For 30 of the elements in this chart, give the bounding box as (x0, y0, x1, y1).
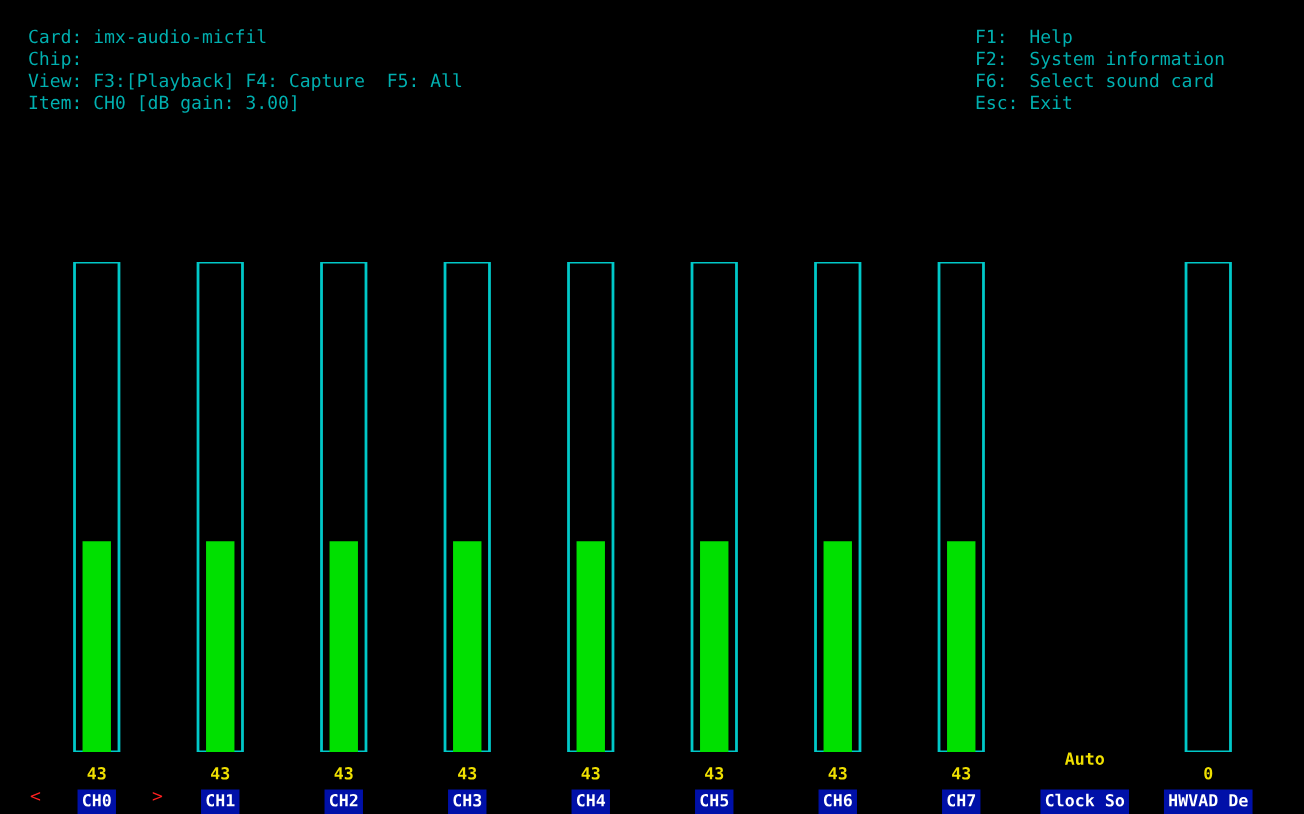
data-label: 43 (211, 766, 230, 780)
x-tick-label: CH2 (329, 793, 358, 807)
text: > (152, 791, 163, 801)
text: Card: imx-audio-micfil (29, 29, 266, 44)
text: View: F3:[Playback] F4: Capture F5: All (28, 73, 462, 91)
text: Esc: Exit (976, 95, 1072, 110)
x-tick-label: CH1 (206, 793, 235, 807)
x-tick-label: CH5 (700, 793, 729, 807)
text: F6: Select sound card (977, 73, 1213, 88)
x-tick-label: HWVAD De (1169, 794, 1248, 807)
data-label: 43 (87, 766, 106, 780)
x-tick-label: CH3 (453, 793, 482, 807)
data-label: 43 (828, 766, 847, 780)
data-label: 43 (458, 766, 477, 780)
data-label: 43 (705, 766, 724, 780)
data-label: 43 (581, 766, 600, 780)
text: F2: System information (977, 51, 1224, 69)
x-tick-label: CH0 (82, 793, 111, 807)
text: Item: CH0 [dB gain: 3.00] (29, 95, 296, 113)
text: Auto (1064, 752, 1105, 765)
x-tick-label: CH6 (823, 793, 852, 807)
text: < (30, 791, 41, 801)
data-label: 43 (334, 766, 353, 780)
x-tick-label: CH7 (947, 793, 976, 807)
text: Chip: (29, 51, 79, 69)
x-tick-label: Clock So (1045, 793, 1125, 807)
data-label: 0 (1204, 766, 1213, 780)
data-label: 43 (952, 766, 971, 780)
x-tick-label: CH4 (576, 793, 606, 807)
text: F1: Help (977, 29, 1072, 47)
